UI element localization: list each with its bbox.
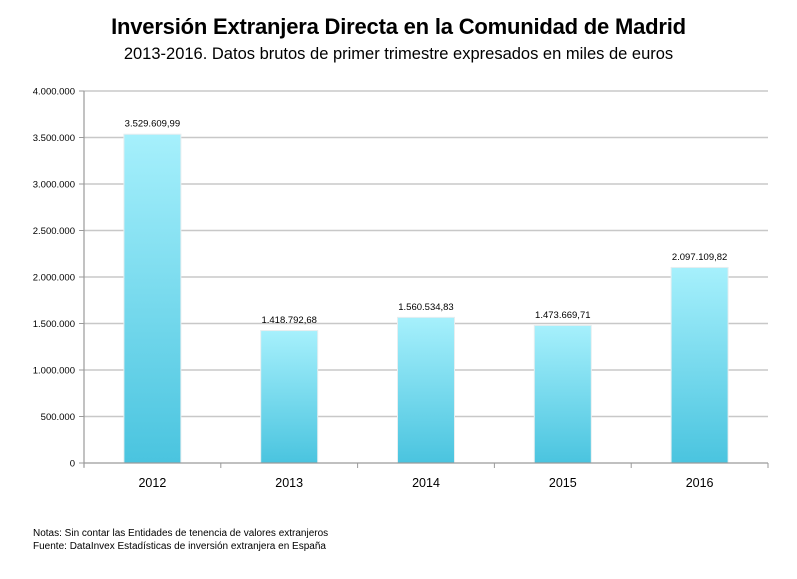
data-label: 2.097.109,82 xyxy=(672,252,727,263)
data-label: 1.560.534,83 xyxy=(398,302,453,313)
labels: 0 500.000 1.000.000 1.500.000 2.000.000 2.500… xyxy=(33,87,728,491)
bar xyxy=(671,267,728,463)
x-tick-label: 2016 xyxy=(686,476,714,490)
data-label: 1.473.669,71 xyxy=(535,310,590,321)
source-text: Fuente: DataInvex Estadísticas de invers… xyxy=(33,541,326,552)
bar xyxy=(124,134,181,463)
x-tick-label: 2014 xyxy=(412,476,440,490)
y-tick-label: 4.000.000 xyxy=(33,87,75,98)
chart-title: Inversión Extranjera Directa en la Comun… xyxy=(111,14,686,39)
bar xyxy=(534,325,591,463)
bar xyxy=(398,317,454,463)
axes xyxy=(79,90,769,468)
bar xyxy=(261,331,318,463)
x-tick-label: 2012 xyxy=(138,476,166,490)
data-label: 3.529.609,99 xyxy=(125,119,180,130)
y-tick-label: 3.000.000 xyxy=(33,180,75,191)
data-label: 1.418.792,68 xyxy=(261,315,316,326)
x-tick-label: 2015 xyxy=(549,476,577,490)
y-tick-label: 500.000 xyxy=(41,412,75,423)
chart-subtitle: 2013-2016. Datos brutos de primer trimes… xyxy=(123,45,674,63)
x-tick-label: 2013 xyxy=(275,476,303,490)
y-tick-label: 3.500.000 xyxy=(33,133,75,144)
bars xyxy=(123,133,729,463)
y-tick-label: 1.500.000 xyxy=(33,319,75,330)
y-tick-label: 2.500.000 xyxy=(33,226,75,237)
y-tick-label: 2.000.000 xyxy=(33,273,75,284)
y-tick-label: 1.000.000 xyxy=(33,366,75,377)
y-tick-label: 0 xyxy=(70,459,75,470)
note-text: Notas: Sin contar las Entidades de tenen… xyxy=(33,528,329,539)
